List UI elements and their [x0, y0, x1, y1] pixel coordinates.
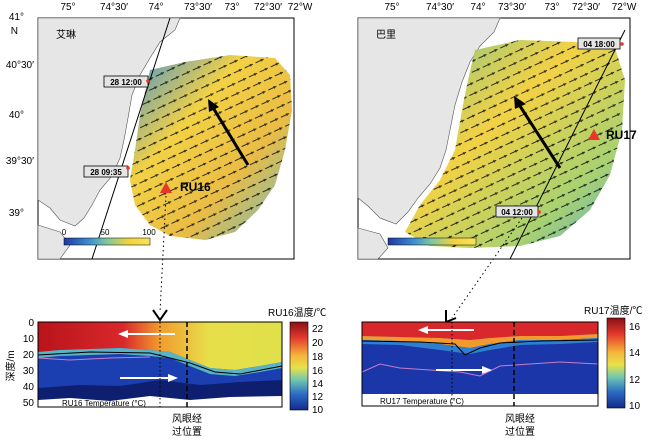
svg-text:74°: 74°	[148, 2, 163, 13]
ru16-depth-axis-label: 深度/m	[4, 350, 17, 381]
svg-text:73°30′: 73°30′	[184, 2, 212, 13]
svg-text:14: 14	[312, 379, 324, 390]
ru16-eye-label-2: 过位置	[172, 425, 202, 438]
svg-text:0: 0	[62, 228, 67, 237]
right-map-land	[357, 17, 501, 225]
svg-text:74°30′: 74°30′	[100, 2, 128, 13]
right-timestamp-2: 04 12:00	[495, 205, 541, 218]
svg-text:73°: 73°	[544, 2, 559, 13]
ru16-colorbar-title: RU16温度/℃	[268, 306, 326, 319]
svg-text:18: 18	[312, 352, 324, 363]
svg-text:04 12:00: 04 12:00	[501, 208, 533, 217]
svg-text:41°: 41°	[9, 12, 24, 23]
svg-text:16: 16	[312, 366, 324, 377]
svg-text:10: 10	[23, 334, 35, 345]
left-storm-track	[91, 17, 171, 260]
svg-text:72°W: 72°W	[288, 2, 313, 13]
svg-text:75°: 75°	[384, 2, 399, 13]
ru17-colorbar: RU17温度/℃ 16 14 12 10	[584, 304, 642, 412]
ru16-buoy-marker	[160, 182, 172, 193]
svg-text:39°: 39°	[9, 208, 24, 219]
svg-text:10: 10	[312, 405, 324, 416]
svg-text:28 09:35: 28 09:35	[90, 168, 122, 177]
ru17-label: RU17	[606, 128, 637, 142]
ru16-caption: RU16 Temperature (°C)	[62, 399, 146, 408]
ru16-profile: 0 10 20 30 40 50 深度/m RU16 Temperature (…	[4, 318, 283, 438]
right-mean-current-arrow	[516, 102, 562, 169]
svg-text:16: 16	[629, 322, 641, 333]
left-map-land-south	[37, 224, 71, 260]
ru16-label: RU16	[180, 180, 211, 194]
svg-text:72°30′: 72°30′	[254, 2, 282, 13]
ru16-eye-label-1: 风眼经	[172, 412, 202, 425]
svg-text:N: N	[11, 26, 18, 37]
left-speed-colorbar	[63, 237, 151, 246]
svg-text:40°: 40°	[9, 110, 24, 121]
svg-text:30: 30	[23, 366, 35, 377]
ru17-eye-label-2: 过位置	[505, 425, 535, 438]
right-map: 04 18:00 04 12:00 RU17 巴里 75° 74°30′ 74°…	[357, 2, 637, 260]
left-timestamp-2: 28 09:35	[83, 165, 130, 178]
svg-text:10: 10	[629, 401, 641, 412]
right-storm-track	[509, 29, 626, 260]
ru17-eye-label-1: 风眼经	[505, 412, 535, 425]
svg-text:50: 50	[101, 228, 110, 237]
svg-text:73°: 73°	[224, 2, 239, 13]
left-timestamp-1: 28 12:00	[103, 75, 150, 88]
right-connector-arrowhead	[445, 310, 457, 324]
svg-text:12: 12	[629, 375, 641, 386]
ru17-profile: RU17 Temperature (°C) 风眼经 过位置	[361, 321, 599, 438]
right-speed-colorbar	[387, 237, 477, 246]
svg-text:50: 50	[23, 398, 35, 409]
left-mean-current-arrow	[210, 105, 250, 166]
left-storm-name: 艾琳	[56, 29, 76, 41]
svg-text:22: 22	[312, 324, 324, 335]
svg-text:40°30′: 40°30′	[6, 60, 34, 71]
svg-text:40: 40	[23, 382, 35, 393]
svg-text:75°: 75°	[60, 2, 75, 13]
right-timestamp-1: 04 18:00	[577, 37, 624, 50]
left-connector-arrowhead	[152, 309, 168, 322]
svg-text:74°30′: 74°30′	[426, 2, 454, 13]
ru17-colorbar-title: RU17温度/℃	[584, 304, 642, 317]
ru17-buoy-marker	[588, 129, 600, 140]
svg-text:100: 100	[142, 228, 156, 237]
svg-text:20: 20	[23, 350, 35, 361]
svg-text:74°: 74°	[470, 2, 485, 13]
svg-text:12: 12	[312, 392, 324, 403]
left-map-land	[37, 17, 181, 227]
ru16-colorbar: RU16温度/℃ 22 20 18 16 14 12 10	[268, 306, 326, 416]
right-map-land-south	[357, 227, 389, 260]
svg-text:20: 20	[312, 338, 324, 349]
left-connector-line	[159, 195, 167, 313]
left-map: 28 12:00 28 09:35 RU16 艾琳 0 50 100 75° 7…	[6, 2, 313, 260]
svg-text:73°30′: 73°30′	[498, 2, 526, 13]
svg-text:28 12:00: 28 12:00	[110, 78, 142, 87]
ru17-caption: RU17 Temperature (°C)	[380, 397, 464, 406]
ru17-warm-layer	[362, 322, 598, 340]
svg-text:72°30′: 72°30′	[572, 2, 600, 13]
svg-text:0: 0	[28, 318, 34, 329]
right-storm-name: 巴里	[376, 29, 396, 41]
svg-text:04 18:00: 04 18:00	[583, 40, 615, 49]
svg-text:72°W: 72°W	[612, 2, 637, 13]
svg-text:39°30′: 39°30′	[6, 156, 34, 167]
svg-text:14: 14	[629, 348, 641, 359]
